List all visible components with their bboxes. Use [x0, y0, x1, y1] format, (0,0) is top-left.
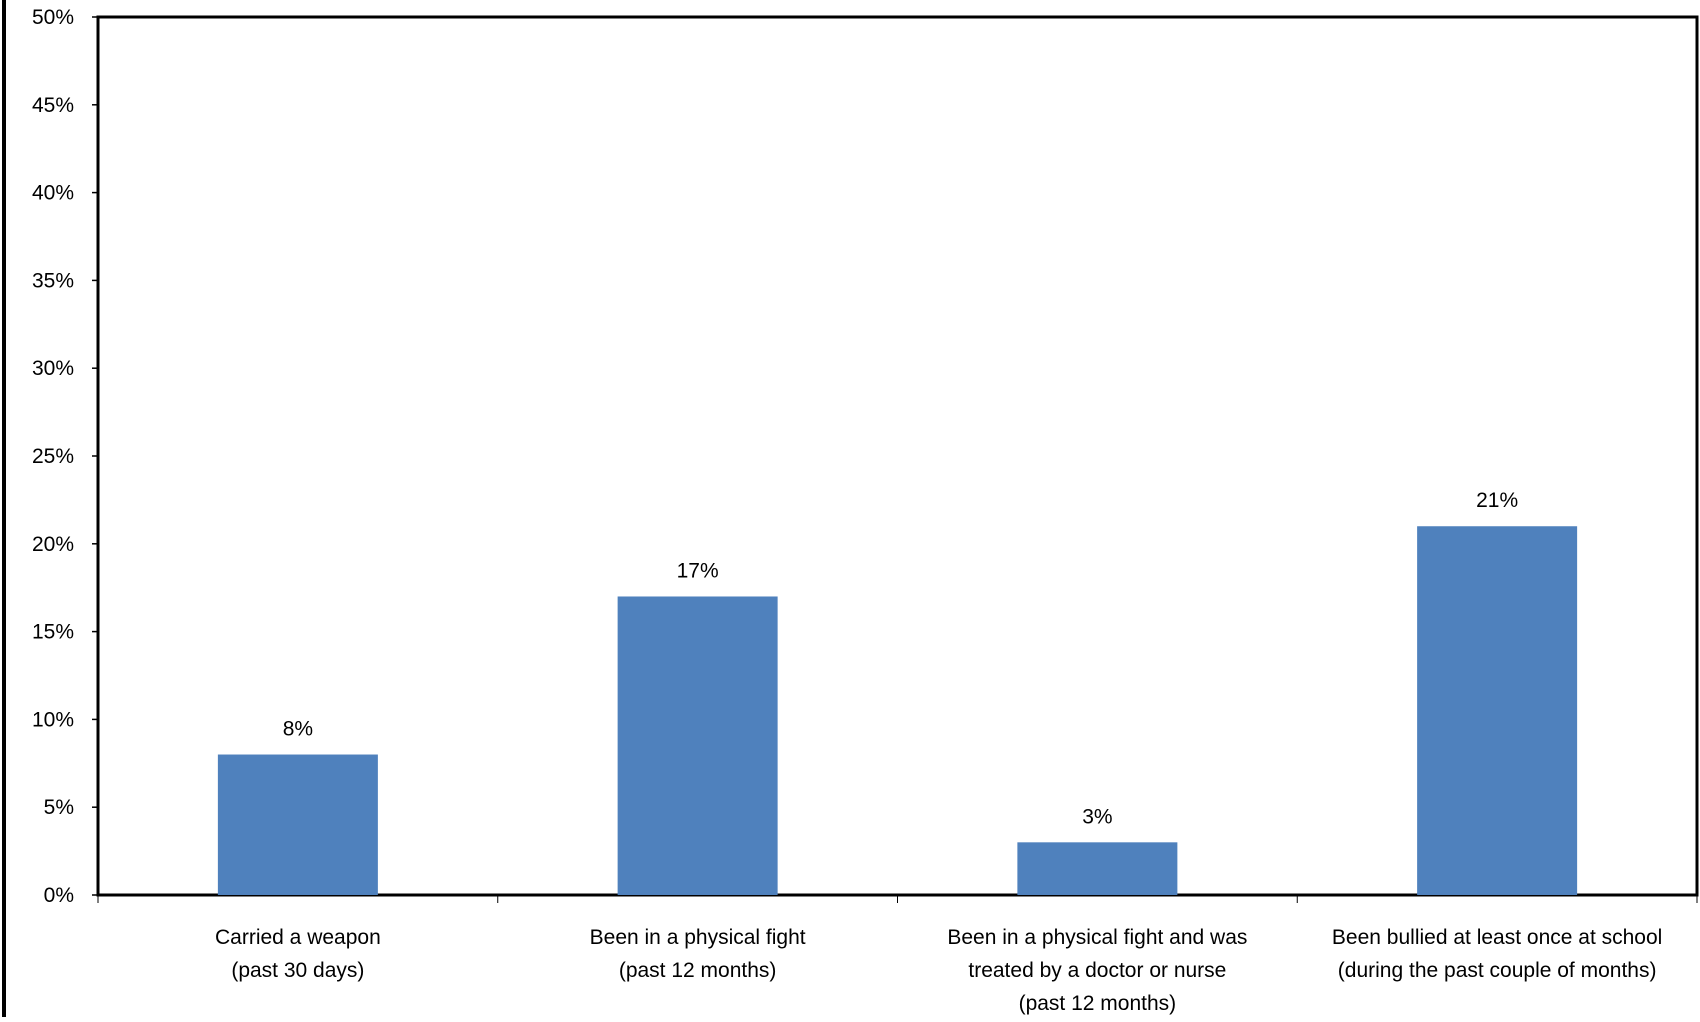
category-label: (during the past couple of months): [1338, 959, 1657, 982]
bar: [1017, 842, 1178, 895]
category-label: (past 12 months): [619, 959, 777, 982]
y-tick-label: 40%: [32, 182, 74, 205]
category-label: Been bullied at least once at school: [1332, 926, 1662, 949]
category-label: Carried a weapon: [215, 926, 381, 949]
y-tick-label: 0%: [44, 884, 74, 907]
y-tick-label: 20%: [32, 533, 74, 556]
y-tick-label: 45%: [32, 94, 74, 117]
y-tick-label: 15%: [32, 621, 74, 644]
category-label: (past 12 months): [1019, 992, 1177, 1015]
data-label: 8%: [283, 718, 313, 741]
y-tick-label: 35%: [32, 269, 74, 292]
y-tick-label: 25%: [32, 445, 74, 468]
data-label: 17%: [677, 559, 719, 582]
category-label: treated by a doctor or nurse: [968, 959, 1226, 982]
y-tick-label: 10%: [32, 708, 74, 731]
bar: [1417, 526, 1578, 895]
category-label: Been in a physical fight and was: [947, 926, 1247, 949]
bar: [617, 596, 778, 895]
y-tick-label: 30%: [32, 357, 74, 380]
y-tick-label: 50%: [32, 6, 74, 29]
data-label: 21%: [1476, 489, 1518, 512]
category-label: Been in a physical fight: [590, 926, 806, 949]
data-label: 3%: [1082, 805, 1112, 828]
y-tick-label: 5%: [44, 796, 74, 819]
category-label: (past 30 days): [231, 959, 364, 982]
bar: [217, 754, 378, 895]
